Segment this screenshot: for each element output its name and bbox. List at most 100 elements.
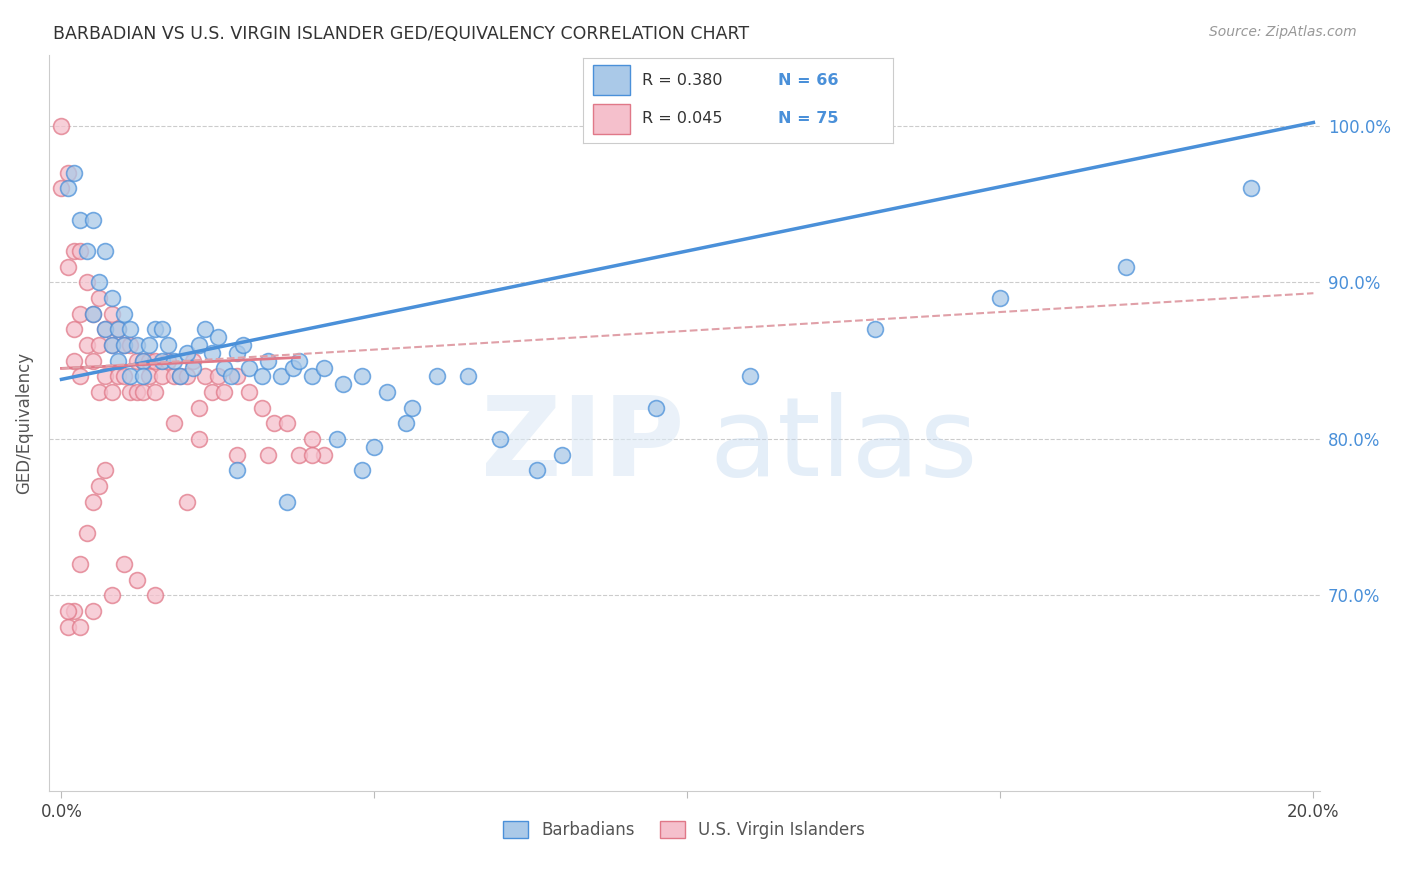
- Point: [112, 307, 135, 321]
- Point: [87, 479, 110, 493]
- Point: [232, 338, 254, 352]
- Point: [56, 620, 79, 634]
- Point: [990, 291, 1012, 305]
- Point: [94, 322, 117, 336]
- Point: [82, 353, 104, 368]
- Text: atlas: atlas: [710, 392, 979, 499]
- Legend: Barbadians, U.S. Virgin Islanders: Barbadians, U.S. Virgin Islanders: [496, 814, 872, 846]
- Point: [526, 463, 548, 477]
- Point: [112, 557, 135, 571]
- Point: [69, 212, 91, 227]
- Point: [120, 322, 142, 336]
- Point: [156, 353, 179, 368]
- Point: [76, 338, 98, 352]
- Text: Source: ZipAtlas.com: Source: ZipAtlas.com: [1209, 25, 1357, 39]
- Point: [176, 345, 198, 359]
- Point: [301, 432, 323, 446]
- Point: [138, 369, 160, 384]
- Point: [69, 244, 91, 258]
- Point: [263, 416, 285, 430]
- Point: [276, 416, 298, 430]
- Point: [100, 307, 122, 321]
- Point: [257, 353, 280, 368]
- Point: [219, 369, 242, 384]
- Point: [156, 338, 179, 352]
- Point: [395, 416, 418, 430]
- Point: [250, 401, 273, 415]
- Text: R = 0.045: R = 0.045: [643, 112, 723, 127]
- Point: [169, 369, 191, 384]
- Point: [738, 369, 761, 384]
- Point: [145, 353, 167, 368]
- Point: [87, 291, 110, 305]
- Point: [488, 432, 510, 446]
- Point: [551, 448, 574, 462]
- Point: [225, 345, 247, 359]
- Point: [250, 369, 273, 384]
- Point: [132, 384, 155, 399]
- Point: [207, 330, 229, 344]
- Point: [125, 353, 148, 368]
- Point: [145, 589, 167, 603]
- Point: [270, 369, 292, 384]
- FancyBboxPatch shape: [593, 65, 630, 95]
- Point: [145, 384, 167, 399]
- Point: [76, 275, 98, 289]
- Point: [120, 384, 142, 399]
- Point: [457, 369, 479, 384]
- Point: [301, 369, 323, 384]
- Point: [69, 620, 91, 634]
- Point: [194, 369, 217, 384]
- Point: [350, 463, 373, 477]
- Point: [138, 353, 160, 368]
- Point: [120, 369, 142, 384]
- Point: [176, 369, 198, 384]
- Point: [145, 322, 167, 336]
- Point: [82, 307, 104, 321]
- Point: [125, 384, 148, 399]
- Point: [150, 369, 173, 384]
- Point: [212, 384, 235, 399]
- Point: [94, 244, 117, 258]
- Point: [188, 338, 211, 352]
- Point: [112, 369, 135, 384]
- Point: [132, 353, 155, 368]
- Point: [82, 212, 104, 227]
- Point: [225, 463, 247, 477]
- Point: [112, 338, 135, 352]
- Point: [100, 338, 122, 352]
- Point: [194, 322, 217, 336]
- Point: [1240, 181, 1263, 195]
- Point: [401, 401, 423, 415]
- Y-axis label: GED/Equivalency: GED/Equivalency: [15, 352, 32, 494]
- Point: [181, 361, 204, 376]
- Point: [120, 338, 142, 352]
- Point: [288, 353, 311, 368]
- Point: [69, 369, 91, 384]
- Point: [332, 377, 354, 392]
- Point: [225, 448, 247, 462]
- Point: [94, 369, 117, 384]
- Point: [107, 353, 129, 368]
- Point: [281, 361, 304, 376]
- Point: [82, 494, 104, 508]
- Point: [132, 369, 155, 384]
- Point: [100, 338, 122, 352]
- Point: [51, 119, 73, 133]
- Point: [51, 181, 73, 195]
- Point: [63, 604, 86, 618]
- Point: [63, 166, 86, 180]
- Point: [326, 432, 349, 446]
- Point: [69, 307, 91, 321]
- Point: [163, 416, 186, 430]
- Point: [212, 361, 235, 376]
- Point: [87, 338, 110, 352]
- Text: BARBADIAN VS U.S. VIRGIN ISLANDER GED/EQUIVALENCY CORRELATION CHART: BARBADIAN VS U.S. VIRGIN ISLANDER GED/EQ…: [53, 25, 749, 43]
- Point: [350, 369, 373, 384]
- Point: [56, 166, 79, 180]
- Point: [112, 338, 135, 352]
- Point: [82, 604, 104, 618]
- Point: [188, 401, 211, 415]
- Point: [207, 369, 229, 384]
- Point: [76, 244, 98, 258]
